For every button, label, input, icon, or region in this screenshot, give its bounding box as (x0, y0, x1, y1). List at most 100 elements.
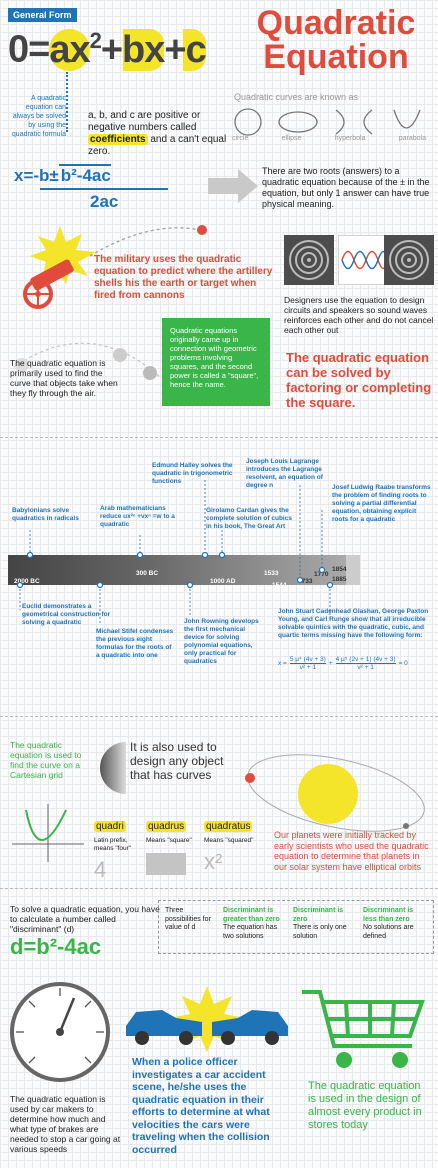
car-right (212, 1010, 288, 1045)
etym-meaning-quadratus: Means "squared" (204, 837, 254, 844)
label-ellipse: ellipse (281, 135, 302, 142)
formula-lhs: 0= (8, 28, 50, 71)
badge-label: General Form (13, 10, 72, 20)
year-1000ad: 1000 AD (210, 578, 236, 585)
label-parabola: parabola (398, 135, 426, 142)
ball-3 (143, 366, 157, 380)
cartesian-text: The quadratic equation is used to find t… (10, 740, 82, 780)
coefficients-highlight: coefficients (88, 134, 148, 145)
etym-quadratus: quadratus Means "squared" x² (204, 816, 264, 875)
discriminant-formula: d=b²-4ac (10, 934, 102, 959)
year-1733: 1733 (298, 578, 313, 585)
section-divider-3 (0, 888, 438, 889)
etym-word-quadrus: quadrus (146, 821, 187, 832)
title-line1: Quadratic (256, 4, 416, 42)
timeline-bar (8, 555, 346, 585)
shopping-cart-icon (302, 990, 425, 1068)
hyperbola-curve (335, 109, 373, 135)
note-babylonians: Babylonians solve quadratics in radicals (12, 507, 79, 522)
possibilities-label: Three possibilities for value of d (165, 907, 211, 931)
quintic-t2: 4 μ⁵ (2ν + 1) (4ν + 3) (335, 656, 396, 664)
designers-text: Designers use the equation to design cir… (284, 295, 434, 335)
speaker-icon-2 (384, 235, 434, 285)
note-glashan: John Stuart Cadenhead Glashan, George Pa… (278, 608, 429, 639)
year-1854: 1854 (332, 566, 347, 573)
speedometer-icon (10, 982, 110, 1082)
square-icon (146, 853, 186, 875)
etym-quadri: quadri Latin prefix, means "four" 4 (94, 816, 148, 883)
case-zero-desc: There is only one solution (293, 924, 347, 940)
note-rowning: John Rowning develops the first mechanic… (184, 618, 259, 665)
formula-exp: 2 (89, 28, 102, 53)
projectile-arc (13, 342, 161, 380)
parabola-graph-icon (12, 804, 84, 862)
timeline-tail (346, 555, 360, 585)
etym-meaning-quadrus: Means "square" (146, 837, 192, 844)
year-1770: 1770 (314, 571, 329, 578)
shell-dot (197, 225, 207, 235)
quintic-b1: ν² + 1 (299, 664, 317, 671)
etym-meaning-quadri: Latin prefix, means "four" (94, 837, 132, 852)
case-zero-title: Discriminant is zero (293, 907, 344, 923)
factoring-text: The quadratic equation can be solved by … (286, 350, 432, 410)
planet-dot (245, 773, 255, 783)
formula-c: +c (164, 28, 207, 71)
coefficients-text: a, b, and c are positive or negative num… (88, 110, 227, 157)
formula-denominator: 2ac (90, 192, 119, 211)
etym-word-quadri: quadri (94, 821, 126, 832)
case-zero: Discriminant is zero There is only one s… (293, 907, 357, 947)
quintic-b2: ν² + 1 (357, 664, 374, 671)
section-divider-1 (0, 437, 438, 438)
radicand: b²-4ac (58, 164, 111, 185)
curves-title: Quadratic curves are known as (234, 92, 359, 102)
timeline-connectors (16, 480, 334, 625)
title-line2: Equation (263, 38, 409, 76)
arrow-right-icon (208, 169, 258, 203)
etym-quadrus: quadrus Means "square" (146, 816, 206, 875)
police-text: When a police officer investigates a car… (132, 1056, 270, 1156)
origin-text: Quadratic equations originally came up i… (170, 326, 259, 389)
note-lagrange: Joseph Louis Lagrange introduces the Lag… (246, 458, 323, 489)
etym-symbol-four: 4 (94, 857, 107, 882)
note-cardan: Girolamo Cardan gives the complete solut… (206, 507, 292, 530)
case-greater-title: Discriminant is greater than zero (223, 907, 280, 923)
section-divider-2 (0, 716, 438, 717)
roots-text: There are two roots (answers) to a quadr… (262, 166, 430, 209)
side-note: A quadratic equation can always be solve… (11, 95, 66, 138)
circle-curve (234, 108, 262, 136)
formula-top: x=-b± (14, 166, 59, 185)
quintic-t1: 5 μ⁴ (4ν + 3) (289, 656, 326, 664)
case-less-title: Discriminant is less than zero (363, 907, 414, 923)
case-less-desc: No solutions are defined (363, 924, 414, 940)
ball-2 (113, 348, 127, 362)
cart-text: The quadratic equation is used in the de… (308, 1080, 422, 1131)
quintic-eq: = 0 (398, 660, 408, 667)
year-1533: 1533 (264, 570, 279, 577)
label-hyperbola: hyperbola (334, 135, 366, 142)
military-text: The military uses the quadratic equation… (94, 254, 273, 301)
quintic-formula: x = 5 μ⁴ (4ν + 3) ν² + 1 + 4 μ⁵ (2ν + 1)… (278, 656, 408, 671)
parabola-curve (393, 109, 421, 129)
coeff-arrow (66, 72, 80, 132)
planet-dot-2 (403, 823, 409, 829)
quadratic-formula: x=-b± b²-4ac 2ac (14, 164, 214, 212)
car-left (126, 1010, 202, 1045)
gauge-text: The quadratic equation is used by car ma… (10, 1094, 121, 1154)
explosion-shape (30, 226, 96, 284)
page-title: Quadratic Equation (238, 6, 434, 74)
note-arab: Arab mathematicians reduce ux²ⁿ +vxⁿ =w … (100, 505, 175, 528)
year-1885: 1885 (332, 576, 347, 583)
half-sphere-icon (100, 742, 126, 794)
cannon-icon (23, 226, 96, 309)
note-euclid: Euclid demonstrates a geometrical constr… (22, 603, 111, 626)
note-raabe: Josef Ludwig Raabe transforms the proble… (332, 484, 431, 523)
sun-shape (298, 764, 358, 824)
general-formula: 0=ax2+bx+c (8, 28, 207, 72)
objects-text: The quadratic equation is primarily used… (10, 358, 118, 398)
gauge-needle (58, 997, 76, 1033)
case-greater-desc: The equation has two solutions (223, 924, 278, 940)
formula-ax: ax (49, 28, 91, 71)
planets-text: Our planets were initially tracked by ea… (274, 830, 429, 872)
formula-bx: +bx (100, 28, 165, 71)
trajectory-path (90, 225, 207, 257)
